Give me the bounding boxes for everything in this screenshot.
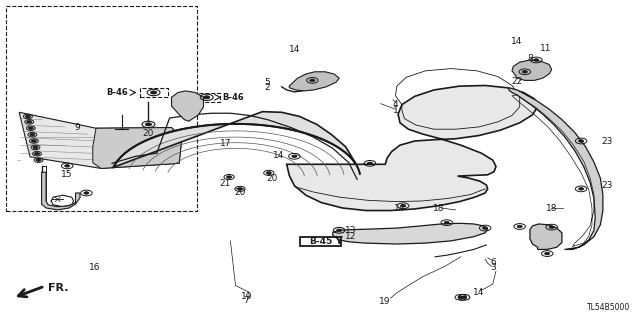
- Text: 23: 23: [601, 137, 612, 146]
- Text: 5: 5: [265, 78, 270, 87]
- Circle shape: [84, 192, 89, 194]
- Circle shape: [65, 165, 70, 167]
- Text: B-45: B-45: [309, 237, 332, 246]
- Circle shape: [337, 229, 342, 232]
- Text: 7: 7: [244, 296, 249, 305]
- Circle shape: [522, 70, 527, 73]
- Circle shape: [292, 155, 297, 158]
- Text: 17: 17: [220, 139, 231, 148]
- Circle shape: [204, 96, 210, 99]
- Circle shape: [534, 59, 539, 61]
- Circle shape: [458, 296, 463, 299]
- Text: 14: 14: [511, 37, 523, 46]
- Circle shape: [461, 296, 467, 299]
- Text: 18: 18: [546, 204, 557, 213]
- Text: 20: 20: [266, 174, 278, 183]
- Text: 8: 8: [527, 54, 532, 63]
- Text: 19: 19: [379, 297, 390, 306]
- Text: 14: 14: [273, 151, 284, 160]
- Circle shape: [483, 227, 488, 229]
- Polygon shape: [172, 91, 204, 121]
- Polygon shape: [530, 224, 562, 249]
- Text: 2: 2: [265, 83, 270, 92]
- Circle shape: [517, 225, 522, 228]
- Circle shape: [579, 140, 584, 142]
- Circle shape: [227, 176, 232, 178]
- Text: 20: 20: [234, 188, 246, 197]
- Text: 12: 12: [345, 232, 356, 241]
- Text: B-46: B-46: [223, 93, 244, 102]
- Circle shape: [28, 127, 33, 130]
- Text: 4: 4: [393, 100, 398, 109]
- Text: 23: 23: [601, 181, 612, 190]
- Polygon shape: [42, 172, 80, 210]
- Circle shape: [367, 162, 372, 165]
- Text: FR.: FR.: [48, 283, 68, 293]
- Circle shape: [33, 146, 38, 149]
- Circle shape: [145, 123, 152, 126]
- Polygon shape: [333, 223, 488, 244]
- Text: TL54B5000: TL54B5000: [587, 303, 630, 312]
- Text: 15: 15: [61, 170, 73, 179]
- Text: 22: 22: [511, 77, 523, 86]
- Polygon shape: [113, 112, 360, 179]
- Text: 14: 14: [289, 45, 300, 54]
- Circle shape: [549, 226, 554, 228]
- Text: 20: 20: [143, 130, 154, 138]
- Text: 9: 9: [74, 123, 79, 132]
- Text: 21: 21: [220, 179, 231, 188]
- Polygon shape: [289, 72, 339, 91]
- Text: 14: 14: [394, 204, 406, 213]
- Text: 6: 6: [490, 258, 495, 267]
- Circle shape: [35, 152, 40, 155]
- Text: 18: 18: [433, 204, 444, 213]
- Circle shape: [150, 91, 157, 94]
- Text: 13: 13: [345, 226, 356, 235]
- Polygon shape: [19, 112, 182, 168]
- Polygon shape: [93, 128, 182, 168]
- Text: B-46: B-46: [106, 88, 128, 97]
- Text: 14: 14: [473, 288, 484, 297]
- Circle shape: [444, 221, 449, 224]
- Text: 11: 11: [540, 44, 551, 53]
- Circle shape: [36, 159, 41, 161]
- Circle shape: [310, 79, 315, 82]
- Circle shape: [26, 115, 31, 118]
- Circle shape: [579, 188, 584, 190]
- Polygon shape: [512, 60, 552, 80]
- Polygon shape: [509, 88, 603, 249]
- Text: 3: 3: [490, 263, 495, 272]
- Text: 1: 1: [393, 106, 398, 115]
- Circle shape: [266, 172, 271, 174]
- Circle shape: [545, 252, 550, 255]
- Text: 10: 10: [241, 292, 252, 300]
- Circle shape: [31, 140, 36, 142]
- Circle shape: [27, 121, 32, 123]
- Circle shape: [237, 188, 243, 190]
- Circle shape: [30, 133, 35, 136]
- Polygon shape: [287, 85, 538, 211]
- Circle shape: [401, 204, 406, 207]
- Text: 16: 16: [89, 263, 100, 272]
